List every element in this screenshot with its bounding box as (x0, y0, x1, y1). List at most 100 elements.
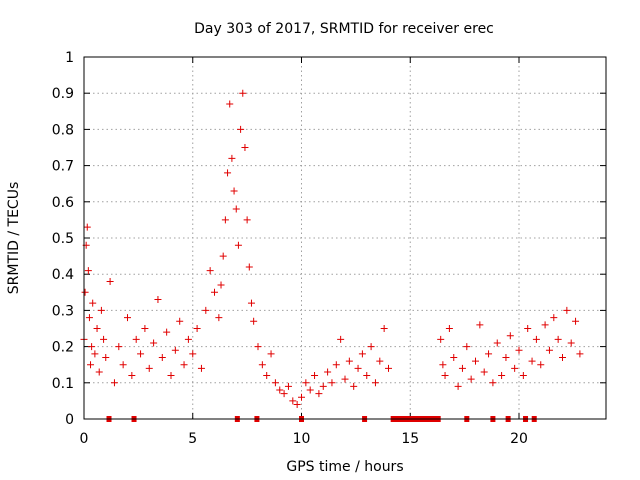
data-point (224, 169, 232, 177)
data-point (97, 306, 105, 314)
data-point (345, 357, 353, 365)
y-tick-label: 0.9 (52, 86, 74, 102)
y-tick-label: 0 (65, 412, 74, 428)
data-point (302, 379, 310, 387)
data-point (234, 241, 242, 249)
data-point (232, 205, 240, 213)
data-point (217, 281, 225, 289)
data-point (263, 372, 271, 380)
data-point (250, 317, 258, 325)
data-point (332, 361, 340, 369)
data-point (102, 353, 110, 361)
data-point (228, 154, 236, 162)
data-point (258, 361, 266, 369)
data-point (84, 267, 92, 275)
data-point (132, 335, 140, 343)
data-point (237, 125, 245, 133)
data-point (541, 321, 549, 329)
data-point (454, 382, 462, 390)
data-point (354, 364, 362, 372)
data-point (476, 321, 484, 329)
data-point (467, 375, 475, 383)
data-point (511, 364, 519, 372)
chart-grid (84, 57, 606, 419)
data-point (141, 325, 149, 332)
data-point (193, 325, 201, 332)
data-point (489, 379, 497, 387)
data-point (559, 353, 566, 361)
data-point (524, 325, 532, 332)
plot-frame (83, 56, 607, 420)
y-tick-label: 0.7 (52, 159, 74, 175)
data-point (550, 314, 558, 322)
data-point (450, 353, 458, 361)
data-point (485, 350, 493, 358)
data-point (137, 350, 145, 358)
data-point (445, 325, 453, 332)
data-point (171, 346, 179, 354)
data-point (532, 335, 540, 343)
data-point (502, 353, 510, 361)
data-point (239, 89, 247, 97)
data-point (176, 317, 184, 325)
y-tick-label: 0.4 (52, 267, 74, 283)
data-point (93, 325, 101, 332)
data-point (100, 335, 108, 343)
data-point (519, 372, 527, 380)
data-point (128, 372, 136, 380)
data-point (115, 343, 123, 351)
data-point (545, 346, 553, 354)
x-tick-label: 5 (188, 431, 197, 447)
data-point (319, 382, 327, 390)
data-point (167, 372, 175, 380)
data-point (371, 379, 379, 387)
data-point (506, 332, 514, 340)
data-point (480, 368, 488, 376)
data-point (376, 357, 384, 365)
data-point (437, 335, 445, 343)
data-point (441, 372, 449, 380)
y-tick-label: 0.3 (52, 303, 74, 319)
data-point (254, 343, 262, 351)
data-point (315, 390, 323, 398)
data-point (215, 314, 223, 322)
data-point (226, 100, 234, 108)
data-point (145, 364, 153, 372)
data-point (243, 216, 251, 224)
data-point (284, 382, 292, 390)
data-point (91, 350, 99, 358)
data-point (493, 339, 501, 347)
data-point (572, 317, 580, 325)
data-point (230, 187, 238, 195)
x-tick-label: 20 (510, 431, 528, 447)
data-point (110, 379, 118, 387)
data-point (463, 343, 471, 351)
data-point (472, 357, 479, 365)
data-point (158, 353, 166, 361)
data-point (211, 288, 218, 296)
data-point (554, 335, 562, 343)
data-point (85, 314, 93, 322)
y-tick-label: 0.1 (52, 376, 74, 392)
data-point (83, 223, 91, 231)
y-axis-label: SRMTID / TECUs (6, 182, 22, 295)
data-point (119, 361, 127, 369)
data-series (80, 89, 584, 409)
y-tick-label: 1 (65, 50, 74, 66)
data-point (276, 386, 284, 394)
data-point (528, 357, 536, 365)
data-point (88, 343, 96, 351)
data-point (197, 364, 205, 372)
data-point (289, 397, 297, 405)
data-point (358, 350, 366, 358)
data-point (311, 372, 319, 380)
x-tick-label: 15 (401, 431, 419, 447)
x-tick-label: 0 (80, 431, 89, 447)
data-point (189, 350, 197, 358)
data-point (341, 375, 349, 383)
data-point (221, 216, 229, 224)
data-point (87, 361, 95, 369)
data-point (515, 346, 523, 354)
x-axis-label: GPS time / hours (286, 459, 403, 475)
data-point (576, 350, 584, 358)
